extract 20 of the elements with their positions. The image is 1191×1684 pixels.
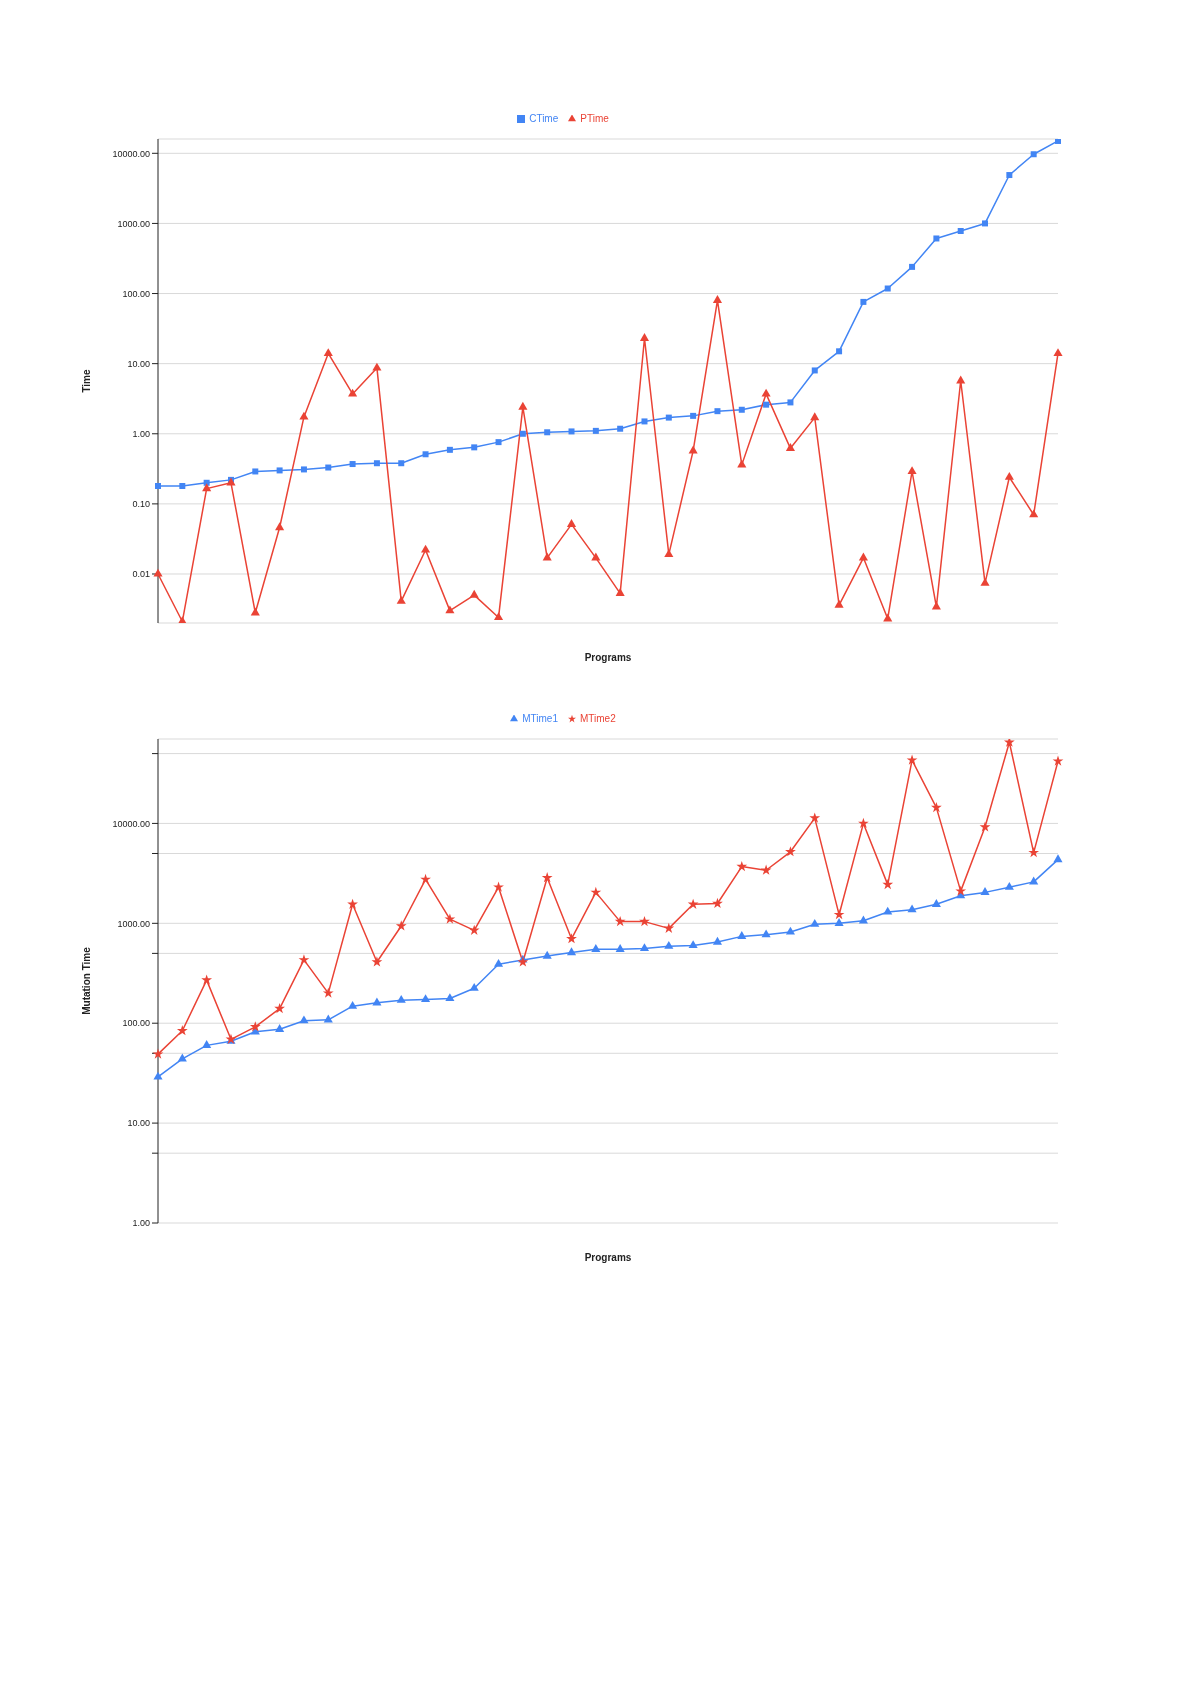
y-tick-label: 0.01	[132, 569, 150, 580]
y-tick-label: 10000.00	[112, 818, 150, 829]
y-axis-title: Mutation Time	[80, 946, 92, 1015]
legend-label: CTime	[529, 113, 559, 124]
y-tick-label: 10.00	[127, 1118, 150, 1129]
y-tick-label: 10000.00	[112, 148, 150, 159]
y-axis-title: Time	[80, 368, 92, 393]
y-tick-label: 1000.00	[117, 218, 150, 229]
legend-label: MTime2	[580, 713, 616, 724]
legend-label: MTime1	[522, 713, 558, 724]
x-axis-title: Programs	[584, 652, 632, 663]
y-tick-label: 1.00	[132, 428, 150, 439]
y-tick-label: 0.10	[132, 499, 150, 510]
y-tick-label: 1000.00	[117, 918, 150, 929]
y-tick-label: 10.00	[127, 358, 150, 369]
x-axis-title: Programs	[584, 1252, 632, 1263]
y-tick-label: 1.00	[132, 1218, 150, 1229]
y-tick-label: 100.00	[122, 288, 150, 299]
legend-label: PTime	[580, 113, 609, 124]
y-tick-label: 100.00	[122, 1018, 150, 1029]
